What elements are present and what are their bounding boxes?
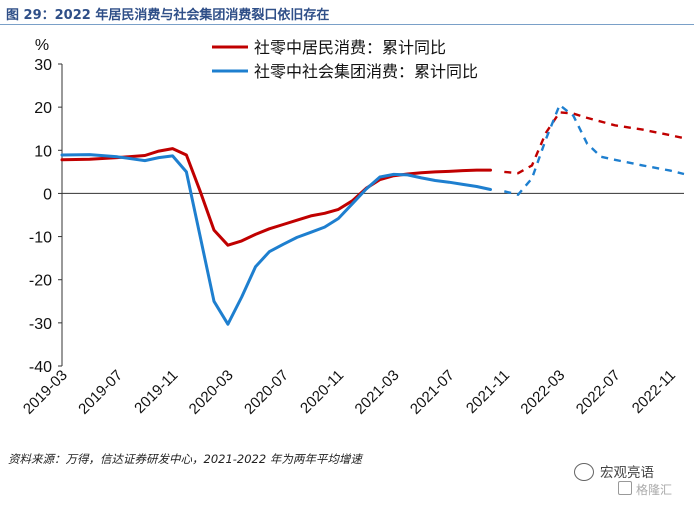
x-tick-label: 2020-07: [241, 367, 292, 418]
x-tick-label: 2021-07: [407, 367, 458, 418]
y-tick-label: -30: [29, 316, 52, 333]
y-tick-label: -40: [29, 359, 52, 376]
x-tick-label: 2020-03: [186, 367, 237, 418]
series-line-1: [60, 153, 492, 326]
legend-label: 社零中居民消费：累计同比: [254, 38, 446, 57]
source-note: 资料来源：万得，信达证券研发中心，2021-2022 年为两年平均增速: [8, 452, 362, 466]
chart-lines: [60, 103, 685, 326]
x-tick-label: 2022-07: [573, 367, 624, 418]
legend-label: 社零中社会集团消费：累计同比: [254, 62, 478, 81]
wechat-icon: [574, 463, 594, 481]
y-tick-label: 10: [34, 143, 52, 160]
series-line-forecast-2: [504, 111, 685, 175]
x-tick-label: 2020-11: [297, 367, 347, 417]
title-divider: [0, 24, 694, 25]
x-tick-label: 2021-11: [463, 367, 513, 417]
series-line-forecast-3: [504, 103, 685, 196]
x-tick-label: 2019-11: [131, 367, 181, 417]
x-tick-label: 2022-03: [517, 367, 568, 418]
series-line-0: [60, 147, 492, 247]
watermark: 宏观亮语 格隆汇: [574, 461, 692, 501]
y-tick-label: 30: [34, 57, 52, 74]
x-tick-label: 2022-11: [629, 367, 679, 417]
y-tick-label: 0: [43, 186, 52, 203]
y-axis-unit-label: %: [35, 37, 49, 54]
gelonghui-logo-icon: [618, 481, 632, 495]
y-tick-label: -20: [29, 273, 52, 290]
watermark-line1: 宏观亮语: [600, 465, 654, 481]
x-tick-label: 2019-07: [75, 367, 126, 418]
figure-title: 图 29：2022 年居民消费与社会集团消费裂口依旧存在: [6, 8, 330, 23]
x-tick-label: 2021-03: [352, 367, 403, 418]
watermark-line2: 格隆汇: [636, 483, 673, 497]
y-tick-label: 20: [34, 100, 52, 117]
y-tick-label: -10: [29, 230, 52, 247]
